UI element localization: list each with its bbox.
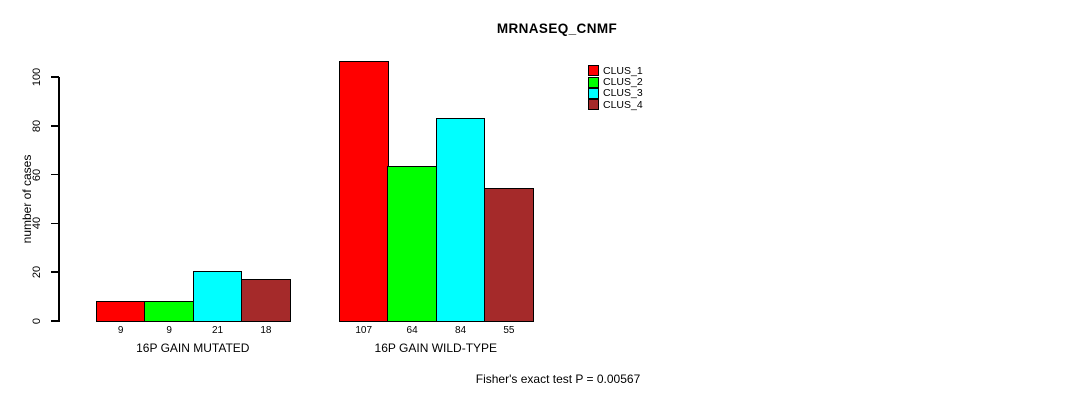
bar-clus-2-group2 xyxy=(387,166,438,323)
bar-clus-4-group1 xyxy=(241,278,291,323)
bar-value-label: 55 xyxy=(503,325,515,336)
y-tick-label: 60 xyxy=(31,168,43,181)
bar-value-label: 21 xyxy=(211,325,224,336)
x-category-label: 16P GAIN MUTATED xyxy=(136,341,250,355)
legend-item-clus-4: CLUS_4 xyxy=(588,98,643,111)
bar-value-label: 84 xyxy=(454,325,467,336)
y-tick-mark xyxy=(51,76,59,78)
x-category-label: 16P GAIN WILD-TYPE xyxy=(374,341,498,355)
legend-item-clus-3: CLUS_3 xyxy=(588,87,643,100)
bar-value-label: 107 xyxy=(355,325,373,336)
y-tick-label: 80 xyxy=(31,119,43,132)
bar-clus-3-group2 xyxy=(435,117,486,323)
bar-value-label: 9 xyxy=(166,325,172,336)
y-tick-label: 100 xyxy=(31,67,43,87)
y-tick-mark xyxy=(51,173,59,176)
y-tick-mark xyxy=(51,271,59,273)
legend-label: CLUS_4 xyxy=(603,98,643,111)
legend: CLUS_1 CLUS_2 CLUS_3 CLUS_4 xyxy=(588,65,643,111)
y-tick-mark xyxy=(51,320,59,322)
legend-swatch-clus-1 xyxy=(588,65,599,77)
bar-clus-2-group1 xyxy=(144,300,195,323)
legend-swatch-clus-4 xyxy=(588,99,599,111)
bar-clus-4-group2 xyxy=(484,188,534,323)
legend-item-clus-2: CLUS_2 xyxy=(588,76,643,89)
bar-clus-3-group1 xyxy=(192,271,243,323)
chart-title: MRNASEQ_CNMF xyxy=(496,21,618,36)
legend-item-clus-1: CLUS_1 xyxy=(588,64,643,77)
bar-value-label: 64 xyxy=(406,325,418,336)
legend-label: CLUS_3 xyxy=(603,87,643,100)
bar-clus-1-group2 xyxy=(339,61,389,323)
legend-label: CLUS_2 xyxy=(603,76,643,89)
y-tick-label: 20 xyxy=(31,266,43,279)
y-axis-line xyxy=(58,77,60,322)
bar-value-label: 9 xyxy=(117,325,124,336)
y-tick-mark xyxy=(51,125,59,127)
fisher-test-footnote: Fisher's exact test P = 0.00567 xyxy=(475,372,641,386)
bar-clus-1-group1 xyxy=(96,300,146,323)
legend-swatch-clus-2 xyxy=(588,76,599,88)
y-tick-mark xyxy=(51,222,59,225)
legend-swatch-clus-3 xyxy=(588,87,599,99)
legend-label: CLUS_1 xyxy=(603,64,643,77)
y-tick-label: 40 xyxy=(31,217,43,230)
y-tick-label: 0 xyxy=(31,317,43,325)
bar-value-label: 18 xyxy=(260,325,272,336)
